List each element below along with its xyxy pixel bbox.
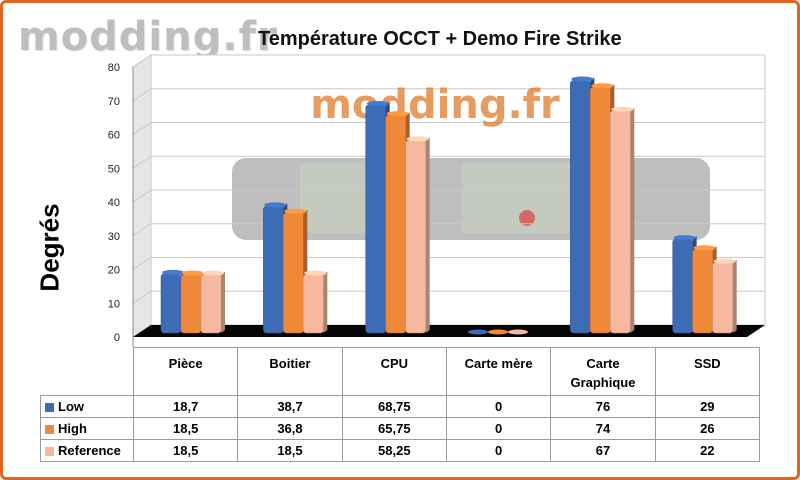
legend-entry: Low: [40, 395, 134, 418]
series-name: High: [58, 421, 87, 436]
y-tick-label: 30: [108, 231, 120, 243]
data-label: 0: [445, 439, 552, 462]
gridline-side: [132, 189, 152, 203]
y-tick-label: 0: [114, 332, 120, 344]
table-corner: [40, 347, 134, 396]
y-tick-label: 50: [108, 163, 120, 175]
data-label: 0: [445, 417, 552, 440]
gridline-side: [132, 223, 152, 237]
data-label: 22: [654, 439, 760, 462]
gridline-side: [132, 290, 152, 304]
bar-reference: [610, 106, 635, 334]
bar-reference: [200, 270, 225, 334]
gridline-side: [132, 155, 152, 169]
category-label: Carte mère: [445, 347, 552, 396]
y-tick-label: 60: [108, 130, 120, 142]
category-label: CPU: [341, 347, 447, 396]
category-label: Pièce: [132, 347, 239, 396]
data-label: 18,7: [132, 395, 239, 418]
legend-swatch: [45, 425, 54, 435]
y-tick-label: 80: [108, 62, 120, 74]
table-row: High 18,5 36,8 65,75 0 74 26: [40, 417, 760, 440]
bar-reference: [712, 258, 737, 334]
gridline-side: [132, 88, 152, 102]
data-label: 68,75: [341, 395, 447, 418]
background-device-button: [519, 210, 535, 226]
data-label: 18,5: [132, 417, 239, 440]
legend-entry: Reference: [40, 439, 134, 462]
category-label: Carte Graphique: [550, 347, 656, 396]
data-label: 18,5: [237, 439, 343, 462]
category-label: SSD: [654, 347, 760, 396]
y-tick-label: 40: [108, 197, 120, 209]
data-label: 26: [654, 417, 760, 440]
series-name: Reference: [58, 443, 121, 458]
bar-high: [488, 329, 508, 335]
data-label: 36,8: [237, 417, 343, 440]
gridline-side: [132, 257, 152, 270]
bar-reference: [303, 270, 328, 334]
data-table: Pièce Boitier CPU Carte mère Carte Graphique…: [40, 347, 760, 462]
legend-swatch: [45, 447, 54, 457]
legend-swatch: [45, 403, 54, 413]
data-label: 74: [550, 417, 656, 440]
bar-reference: [405, 136, 430, 334]
series-name: Low: [58, 399, 84, 414]
chart-title: Température OCCT + Demo Fire Strike: [258, 28, 622, 50]
data-label: 58,25: [341, 439, 447, 462]
y-tick-label: 10: [108, 298, 120, 310]
watermark-inplot: modding.fr: [310, 82, 560, 128]
table-row: Low 18,7 38,7 68,75 0 76 29: [40, 395, 760, 418]
data-label: 65,75: [341, 417, 447, 440]
y-tick-label: 20: [108, 265, 120, 277]
data-label: 0: [445, 395, 552, 418]
bar-reference: [508, 329, 528, 335]
gridline-side: [132, 54, 152, 68]
table-row: Reference 18,5 18,5 58,25 0 67 22: [40, 439, 760, 462]
legend-entry: High: [40, 417, 134, 440]
floor: [133, 325, 765, 337]
data-label: 29: [654, 395, 760, 418]
y-tick-label: 70: [108, 96, 120, 108]
data-label: 67: [550, 439, 656, 462]
data-label: 76: [550, 395, 656, 418]
watermark-logo: modding.fr: [18, 14, 278, 60]
data-label: 18,5: [132, 439, 239, 462]
category-label: Boitier: [237, 347, 343, 396]
bar-low: [468, 329, 488, 335]
data-label: 38,7: [237, 395, 343, 418]
gridline-side: [132, 122, 152, 135]
